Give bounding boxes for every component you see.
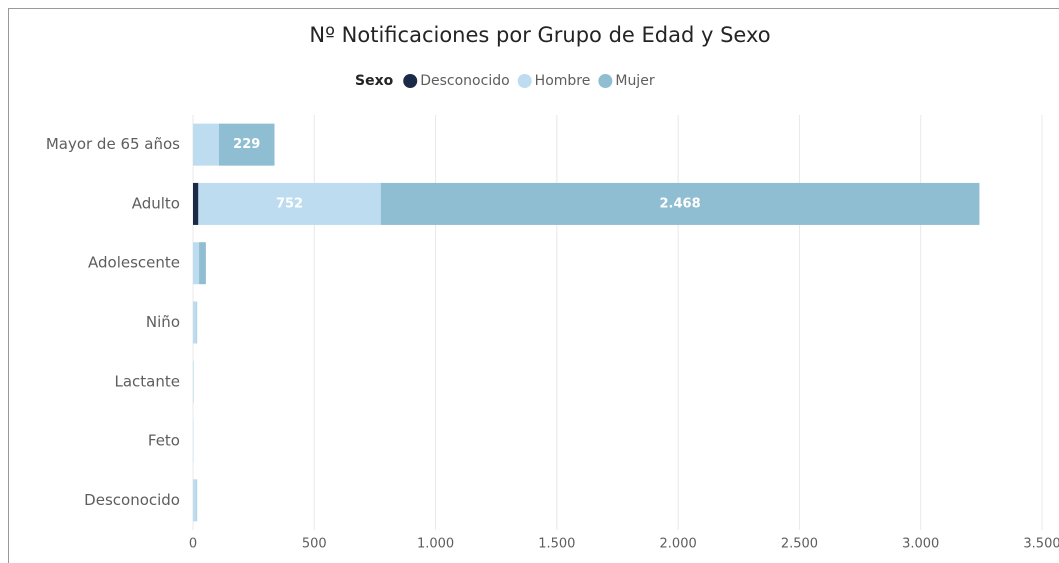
legend-swatch xyxy=(598,74,613,88)
y-tick-label: Adulto xyxy=(132,194,180,212)
frame xyxy=(8,8,1059,563)
legend-swatch xyxy=(517,74,532,88)
bar-segment xyxy=(199,242,206,285)
y-tick-label: Desconocido xyxy=(84,491,180,509)
x-tick-label: 1.000 xyxy=(417,537,454,552)
x-tick-label: 2.000 xyxy=(660,537,697,552)
bar-segment xyxy=(193,360,194,403)
bar-segment xyxy=(380,182,980,225)
bar-segment xyxy=(193,182,199,225)
bar-segment xyxy=(193,242,200,285)
data-label: 752 xyxy=(276,196,303,211)
legend-label: Desconocido xyxy=(420,73,509,89)
y-tick-label: Mayor de 65 años xyxy=(46,135,180,153)
data-label: 2.468 xyxy=(660,196,701,211)
legend-swatch xyxy=(403,74,418,88)
x-tick-label: 1.500 xyxy=(538,537,575,552)
legend-title: Sexo xyxy=(355,73,394,89)
bar-segment xyxy=(193,301,197,344)
chart-title: Nº Notificaciones por Grupo de Edad y Se… xyxy=(309,23,770,47)
bar-segment xyxy=(218,123,275,166)
x-tick-label: 0 xyxy=(189,537,197,552)
x-tick-label: 500 xyxy=(302,537,327,552)
bar-segment xyxy=(193,123,219,166)
x-tick-label: 3.500 xyxy=(1023,537,1059,552)
x-tick-label: 3.000 xyxy=(902,537,939,552)
legend-label: Mujer xyxy=(615,73,654,89)
y-tick-label: Feto xyxy=(148,432,180,450)
legend-label: Hombre xyxy=(535,73,591,89)
data-label: 229 xyxy=(233,137,260,152)
x-tick-label: 2.500 xyxy=(781,537,818,552)
y-tick-label: Adolescente xyxy=(88,254,180,272)
bar-segment xyxy=(193,479,197,522)
y-tick-label: Lactante xyxy=(115,372,181,390)
y-tick-label: Niño xyxy=(146,313,180,331)
bar-segment xyxy=(198,182,381,225)
